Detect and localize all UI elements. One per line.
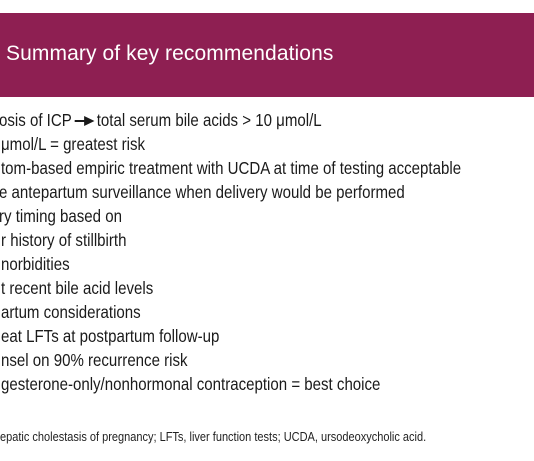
list-item-text-before-arrow: osis of ICP: [0, 110, 72, 130]
right-arrow-icon: [73, 115, 95, 127]
list-item-text-after-arrow: total serum bile acids > 10 μmol/L: [96, 110, 322, 130]
page-title: Summary of key recommendations: [6, 42, 334, 65]
list-item: e antepartum surveillance when delivery …: [0, 180, 534, 204]
list-item: μmol/L = greatest risk: [0, 132, 534, 156]
list-item: nsel on 90% recurrence risk: [0, 348, 534, 372]
recommendation-list: osis of ICP total serum bile acids > 10 μ…: [0, 108, 534, 396]
list-item-text: gesterone-only/nonhormonal contraception…: [1, 374, 381, 394]
header-band: [0, 13, 534, 97]
list-item: artum considerations: [0, 300, 534, 324]
list-item-text: osis of ICP total serum bile acids > 10 μ…: [0, 108, 322, 132]
list-item-text: μmol/L = greatest risk: [1, 134, 146, 154]
list-item-text: tom-based empiric treatment with UCDA at…: [1, 158, 462, 178]
list-item: r history of stillbirth: [0, 228, 534, 252]
list-item-text: norbidities: [1, 254, 70, 274]
list-item: norbidities: [0, 252, 534, 276]
footnote: epatic cholestasis of pregnancy; LFTs, l…: [0, 430, 427, 444]
list-item: osis of ICP total serum bile acids > 10 μ…: [0, 108, 534, 132]
list-item: eat LFTs at postpartum follow-up: [0, 324, 534, 348]
list-item-text: e antepartum surveillance when delivery …: [0, 182, 405, 202]
list-item: t recent bile acid levels: [0, 276, 534, 300]
list-item-text: t recent bile acid levels: [1, 278, 154, 298]
list-item-text: r history of stillbirth: [1, 230, 127, 250]
list-item-text: ry timing based on: [0, 206, 122, 226]
list-item: gesterone-only/nonhormonal contraception…: [0, 372, 534, 396]
list-item: ry timing based on: [0, 204, 534, 228]
list-item: tom-based empiric treatment with UCDA at…: [0, 156, 534, 180]
list-item-text: artum considerations: [1, 302, 141, 322]
list-item-text: eat LFTs at postpartum follow-up: [1, 326, 220, 346]
list-item-text: nsel on 90% recurrence risk: [1, 350, 188, 370]
